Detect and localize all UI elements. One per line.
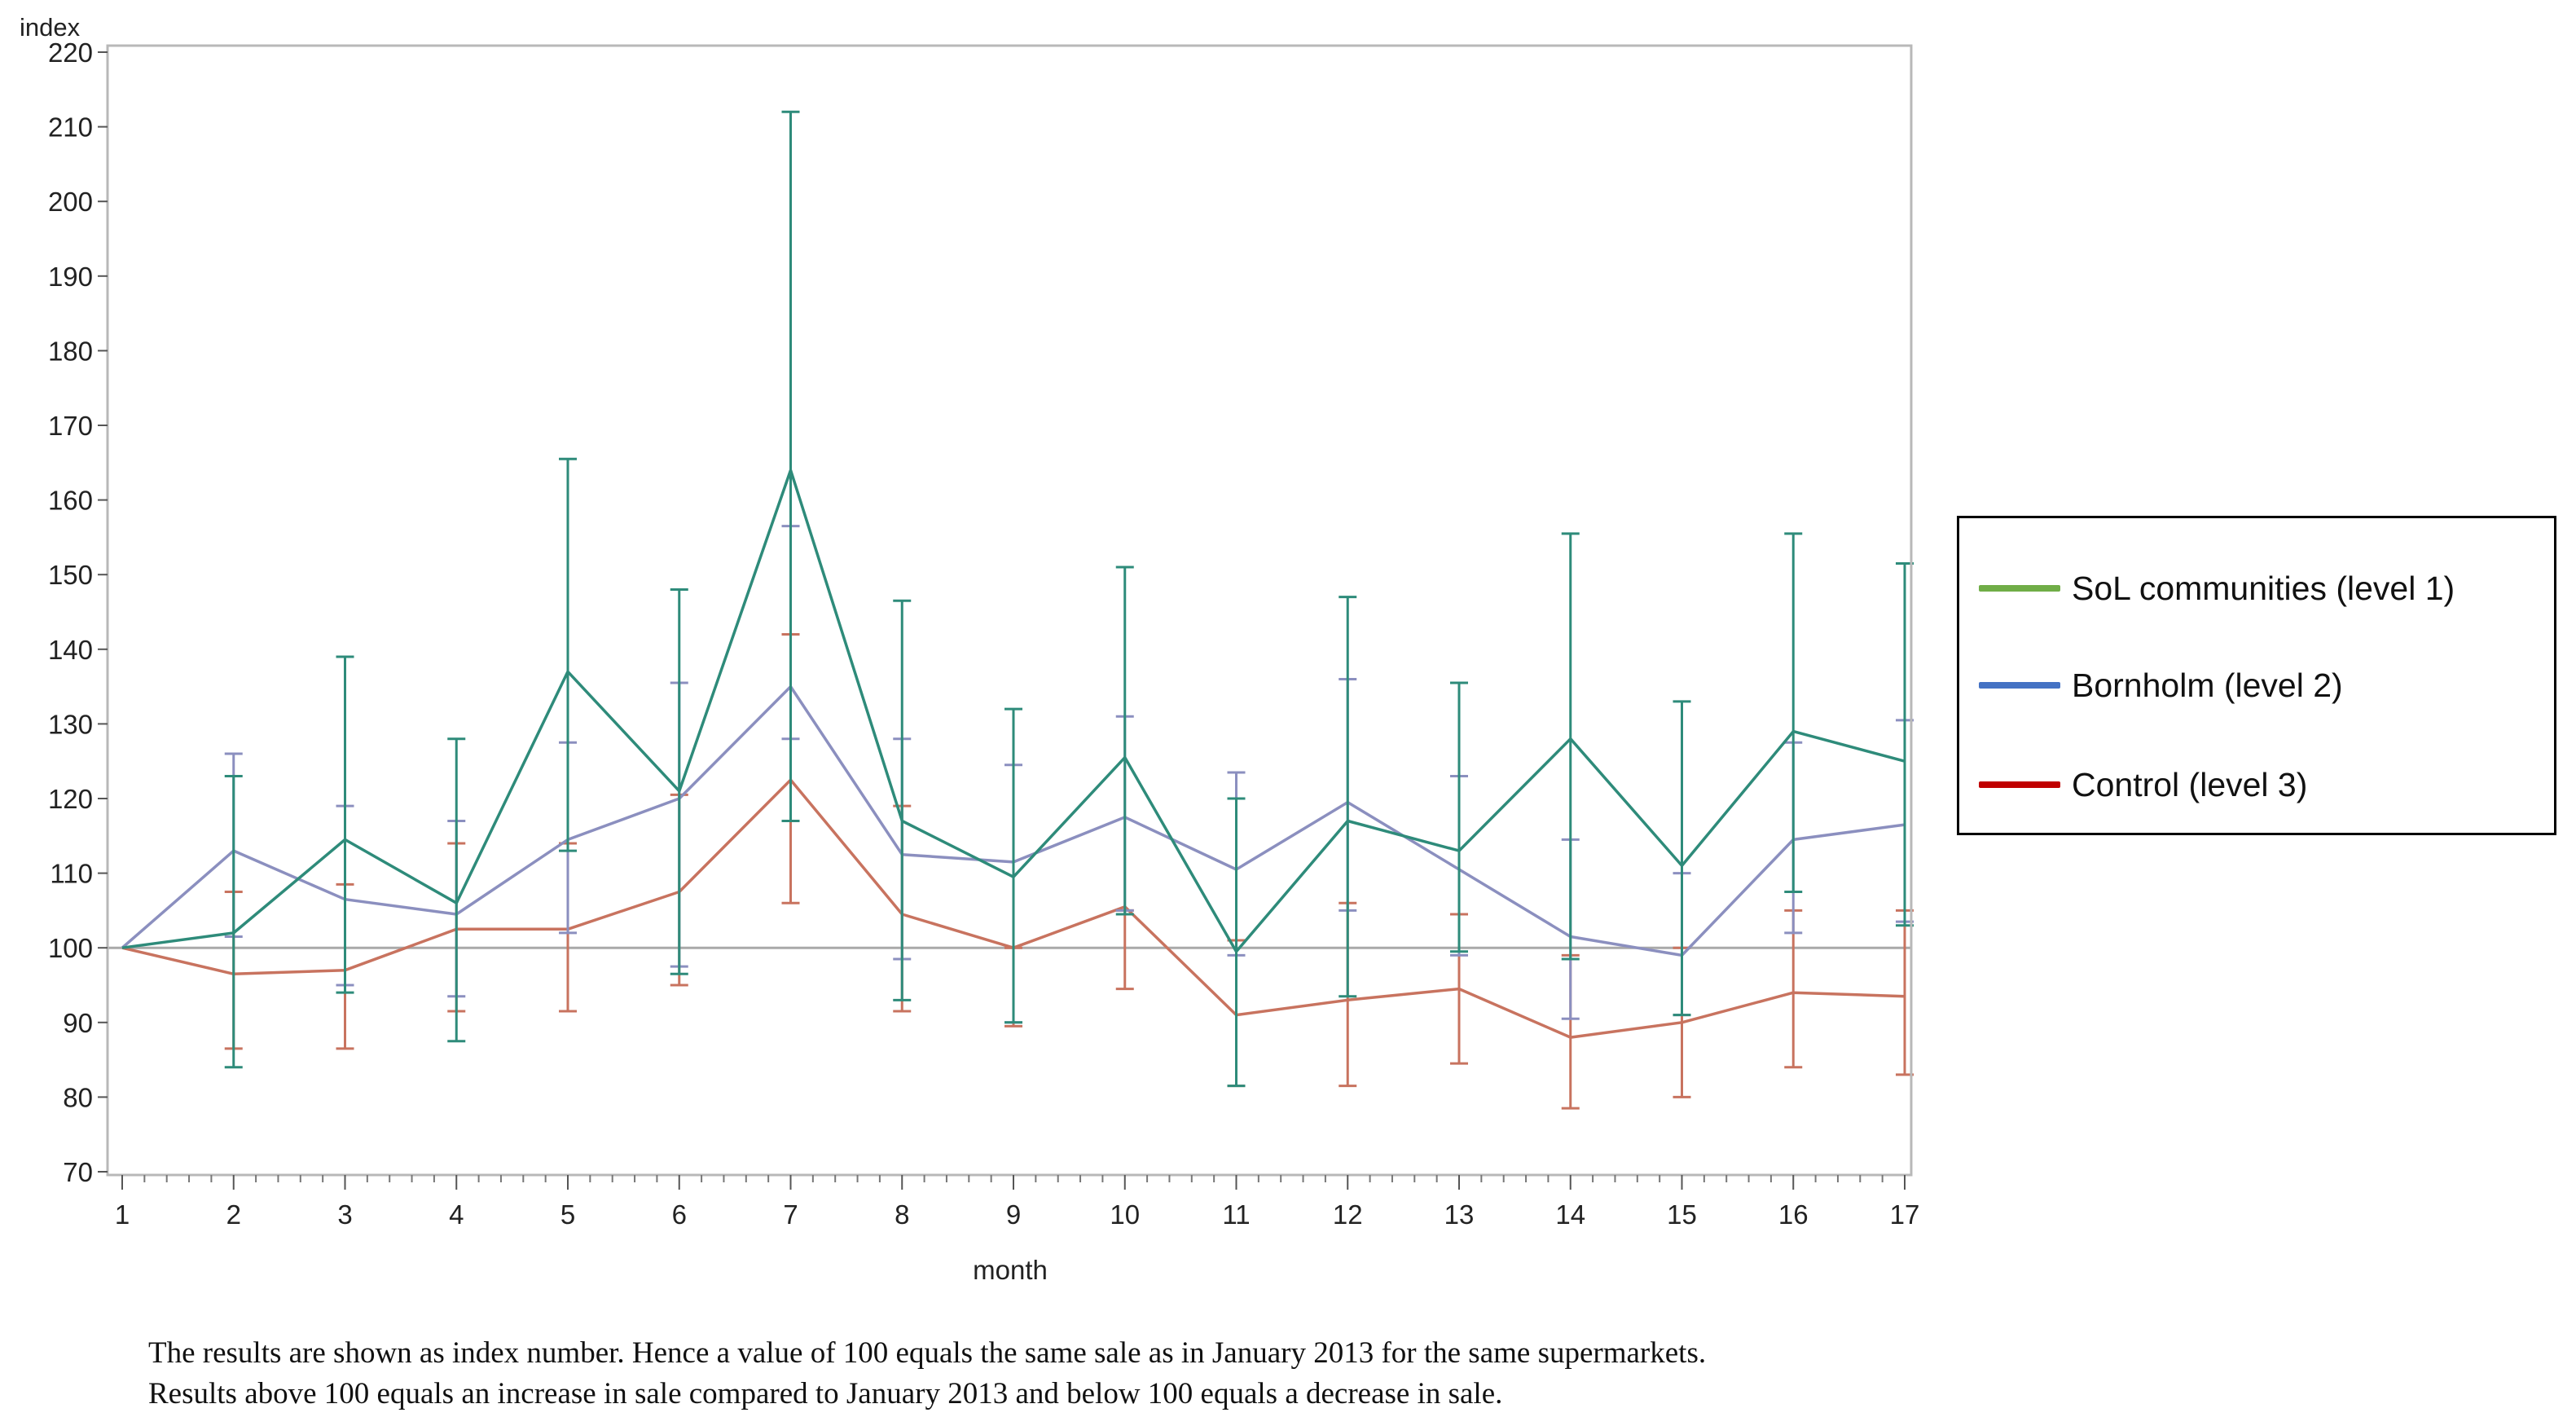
series-0 (121, 110, 1914, 1088)
x-tick-label: 8 (895, 1199, 909, 1230)
y-tick-label: 90 (63, 1008, 93, 1038)
legend-item-control: Control (level 3) (1979, 760, 2307, 809)
y-tick-label: 100 (48, 933, 93, 963)
x-tick-label: 6 (672, 1199, 687, 1230)
x-axis: 1 2 3 4 5 6 7 8 9 10 11 12 13 14 15 16 17 (115, 1175, 1920, 1230)
x-tick-label: 2 (226, 1199, 241, 1230)
x-tick-label: 13 (1444, 1199, 1475, 1230)
x-tick-label: 16 (1778, 1199, 1809, 1230)
y-tick-label: 150 (48, 560, 93, 590)
y-tick-label: 180 (48, 336, 93, 366)
x-tick-label: 12 (1333, 1199, 1363, 1230)
x-tick-label: 11 (1222, 1199, 1250, 1230)
legend-item-bornholm: Bornholm (level 2) (1979, 661, 2343, 710)
y-tick-label: 140 (48, 635, 93, 665)
x-tick-label: 17 (1890, 1199, 1920, 1230)
y-tick-label: 220 (48, 37, 93, 68)
x-tick-label: 10 (1110, 1199, 1140, 1230)
legend-item-sol: SoL communities (level 1) (1979, 564, 2455, 613)
x-tick-label: 1 (115, 1199, 130, 1230)
y-axis: 70 80 90 100 110 120 130 140 150 160 170 180 190 200 2… (48, 37, 108, 1187)
plot-frame-layer (106, 44, 1913, 1177)
y-tick-label: 110 (50, 859, 93, 889)
y-tick-label: 170 (48, 411, 93, 441)
x-tick-label: 14 (1555, 1199, 1585, 1230)
x-tick-label: 7 (783, 1199, 798, 1230)
y-tick-label: 200 (48, 187, 93, 217)
caption-line-2: Results above 100 equals an increase in … (148, 1377, 1503, 1410)
y-axis-label: index (20, 13, 81, 42)
x-tick-label: 4 (449, 1199, 464, 1230)
y-tick-label: 70 (63, 1157, 93, 1187)
legend: SoL communities (level 1) Bornholm (leve… (1957, 516, 2556, 835)
legend-label-bornholm: Bornholm (level 2) (2072, 666, 2343, 704)
y-tick-label: 210 (48, 112, 93, 143)
y-tick-label: 130 (48, 709, 93, 739)
x-tick-label: 9 (1006, 1199, 1021, 1230)
legend-swatch-control (1979, 781, 2060, 788)
y-tick-label: 160 (48, 486, 93, 516)
legend-swatch-sol (1979, 585, 2060, 592)
plot-frame (106, 44, 1913, 1177)
caption-line-1: The results are shown as index number. H… (148, 1336, 1707, 1370)
y-tick-label: 190 (48, 262, 93, 292)
x-tick-label: 5 (560, 1199, 575, 1230)
x-axis-label: month (973, 1255, 1048, 1285)
legend-label-sol: SoL communities (level 1) (2072, 569, 2455, 607)
series-layer (121, 110, 1914, 1110)
y-tick-label: 120 (48, 784, 93, 814)
x-tick-label: 3 (337, 1199, 352, 1230)
chart-caption: The results are shown as index number. H… (148, 1333, 2266, 1415)
y-tick-label: 80 (63, 1082, 93, 1112)
legend-label-control: Control (level 3) (2072, 765, 2308, 803)
legend-swatch-bornholm (1979, 682, 2060, 689)
x-tick-label: 15 (1667, 1199, 1697, 1230)
